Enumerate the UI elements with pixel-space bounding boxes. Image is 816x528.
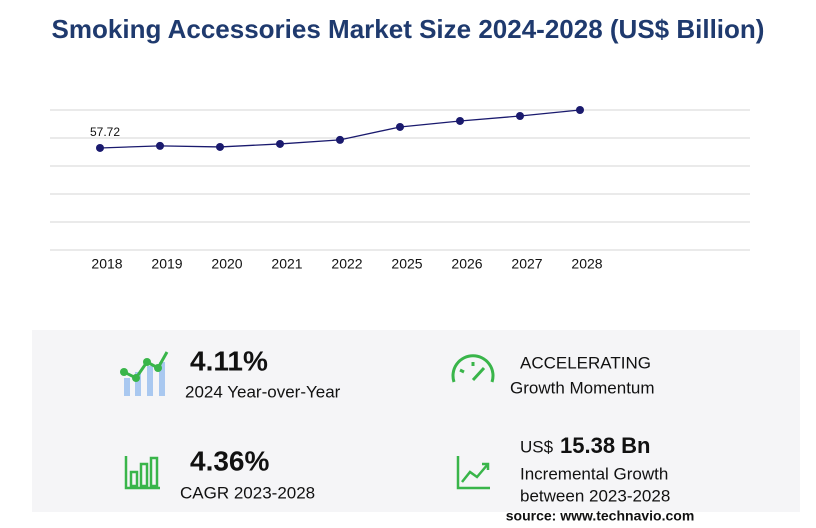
x-tick-label: 2019: [151, 256, 182, 272]
kpi-value: 4.11%: [190, 345, 268, 376]
point: [96, 143, 104, 152]
point: [516, 112, 524, 121]
value-label: 57.72: [90, 125, 120, 139]
x-tick-label: 2020: [211, 256, 242, 272]
kpi-label: between 2023-2028: [520, 486, 670, 505]
x-tick-label: 2018: [91, 256, 122, 272]
point: [576, 106, 584, 114]
kpi-value: 4.36%: [190, 445, 269, 476]
stats-panel: [32, 330, 800, 512]
chart-title: Smoking Accessories Market Size 2024-202…: [52, 14, 765, 44]
point: [456, 116, 464, 125]
kpi-value: ACCELERATING: [520, 353, 651, 372]
kpi-label: CAGR 2023-2028: [180, 483, 315, 502]
point: [156, 141, 164, 150]
kpi-label: Incremental Growth: [520, 464, 668, 483]
icon-yoy: [120, 351, 169, 396]
kpi-label: Growth Momentum: [510, 378, 655, 397]
point: [396, 122, 404, 131]
icon-cagr: [124, 456, 160, 490]
icon-gauge: [451, 354, 495, 383]
kpi-prefix: US$: [520, 437, 554, 456]
point: [336, 135, 344, 144]
kpi-label: 2024 Year-over-Year: [185, 382, 341, 401]
icon-growth: [456, 456, 490, 490]
point: [216, 142, 224, 151]
x-tick-label: 2022: [331, 256, 362, 272]
point: [276, 139, 284, 148]
x-tick-label: 2026: [451, 256, 482, 272]
x-tick-label: 2028: [571, 256, 602, 272]
source: source: www.technavio.com: [506, 508, 695, 524]
x-tick-label: 2027: [511, 256, 542, 272]
kpi-value: 15.38 Bn: [560, 433, 651, 458]
x-tick-label: 2021: [271, 256, 302, 272]
x-tick-label: 2025: [391, 256, 422, 272]
